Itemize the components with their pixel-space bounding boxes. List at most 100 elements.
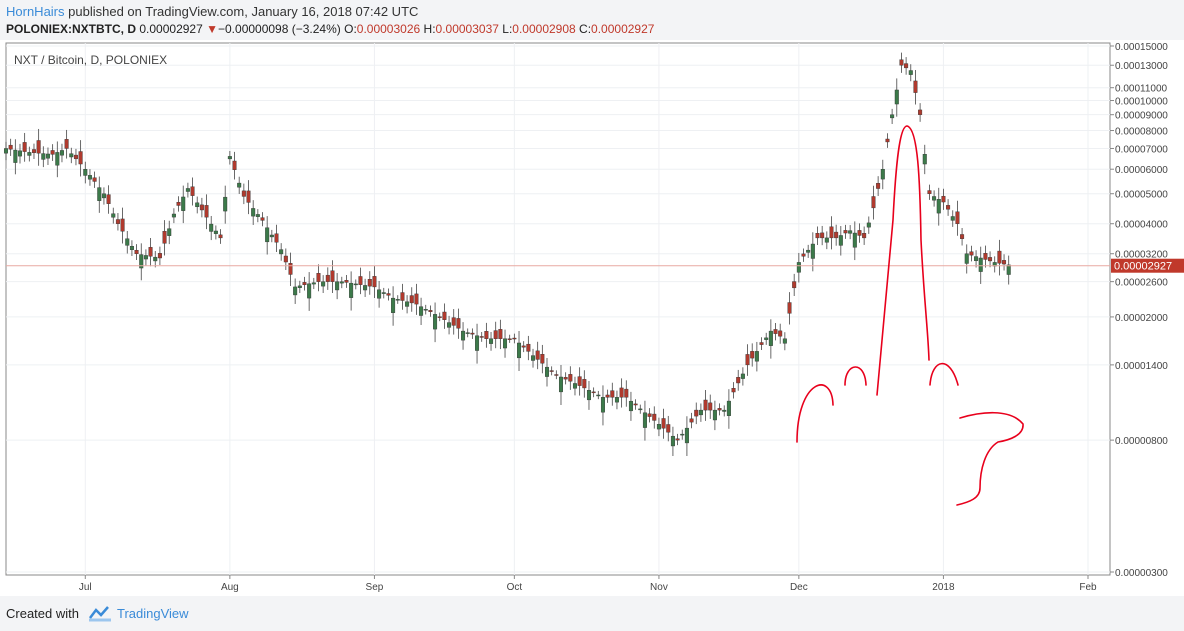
current-price-tag: 0.00002927 — [1111, 258, 1184, 273]
candle-body — [153, 256, 158, 262]
candle-body — [409, 295, 414, 304]
candle-body — [171, 213, 176, 218]
candle-body — [764, 337, 769, 340]
candle-body — [134, 250, 139, 254]
candle-body — [498, 329, 503, 339]
candle-body — [997, 250, 1002, 264]
candle-body — [946, 205, 951, 210]
candle-body — [162, 231, 167, 244]
candle-body — [759, 342, 764, 345]
candle-body — [181, 196, 186, 211]
open-label: O: — [344, 22, 357, 36]
candle-body — [358, 276, 363, 285]
candle-body — [978, 257, 983, 272]
candle-body — [717, 408, 722, 411]
candle-body — [862, 233, 867, 239]
candle-body — [255, 214, 260, 217]
current-price-label: 0.00002927 — [1114, 261, 1172, 273]
candle-body — [447, 322, 452, 328]
candle-body — [586, 390, 591, 401]
candles — [3, 52, 1011, 457]
candle-body — [64, 139, 69, 149]
y-tick-label: 0.00009000 — [1115, 111, 1168, 122]
candle-body — [101, 193, 106, 199]
candle-body — [750, 351, 755, 359]
candle-body — [834, 231, 839, 239]
candle-body — [400, 292, 405, 301]
candle-body — [563, 377, 568, 380]
candle-body — [55, 152, 60, 166]
candle-body — [493, 330, 498, 339]
candle-body — [251, 208, 256, 217]
candle-body — [918, 109, 923, 115]
candle-body — [339, 281, 344, 284]
candle-body — [950, 216, 955, 221]
candle-body — [17, 150, 22, 157]
low-value: 0.00002908 — [512, 22, 576, 36]
price-chart[interactable]: 0.00015000 0.00013000 0.00011000 0.00010000… — [0, 40, 1184, 596]
candle-body — [92, 177, 97, 182]
candle-body — [517, 342, 522, 359]
y-tick-label: 0.00002600 — [1115, 278, 1168, 289]
candle-body — [624, 388, 629, 398]
candle-body — [591, 391, 596, 394]
candle-body — [367, 279, 372, 287]
candle-body — [792, 281, 797, 289]
candle-body — [1006, 264, 1011, 275]
candle-body — [419, 306, 424, 316]
annotation-drawings — [796, 125, 1024, 506]
candle-body — [237, 182, 242, 188]
candle-body — [899, 59, 904, 66]
plot-frame — [5, 42, 1111, 576]
tradingview-link[interactable]: TradingView — [117, 606, 189, 621]
candle-body — [279, 249, 284, 255]
candle-body — [596, 394, 601, 397]
candle-body — [465, 332, 470, 334]
candle-body — [106, 194, 111, 204]
candle-body — [675, 438, 680, 441]
candle-body — [311, 282, 316, 285]
annotation-neckline-loop — [956, 411, 1024, 506]
candle-body — [507, 338, 512, 340]
candle-body — [521, 345, 526, 348]
candle-body — [876, 183, 881, 189]
candle-body — [610, 390, 615, 398]
candle-body — [577, 376, 582, 386]
candle-body — [377, 289, 382, 299]
y-tick-label: 0.00004000 — [1115, 220, 1168, 231]
y-tick-label: 0.00013000 — [1115, 61, 1168, 72]
candle-body — [209, 223, 214, 232]
candle-body — [894, 89, 899, 105]
candle-body — [768, 330, 773, 346]
candle-body — [974, 256, 979, 261]
published-text: published on TradingView.com, January 16… — [68, 4, 419, 19]
close-label: C: — [579, 22, 592, 36]
candle-body — [78, 151, 83, 165]
candle-body — [269, 234, 274, 238]
candle-body — [353, 283, 358, 286]
candle-body — [125, 238, 130, 246]
candle-body — [969, 251, 974, 256]
candle-body — [316, 273, 321, 282]
y-tick-label: 0.00002000 — [1115, 313, 1168, 324]
candle-body — [349, 282, 354, 298]
candle-body — [283, 255, 288, 263]
candle-body — [736, 377, 741, 384]
x-tick-label: Feb — [1079, 582, 1097, 593]
candle-body — [176, 201, 181, 206]
y-tick-label: 0.00008000 — [1115, 127, 1168, 138]
candle-body — [554, 374, 559, 376]
candle-body — [572, 383, 577, 389]
candle-body — [321, 281, 326, 287]
candle-body — [806, 249, 811, 253]
candle-body — [703, 399, 708, 411]
candle-body — [680, 433, 685, 436]
candle-body — [988, 257, 993, 262]
candle-body — [330, 270, 335, 282]
candle-body — [363, 285, 368, 291]
candle-body — [983, 253, 988, 260]
candle-body — [265, 227, 270, 243]
author-link[interactable]: HornHairs — [6, 4, 65, 19]
candle-body — [941, 195, 946, 203]
candle-body — [470, 332, 475, 335]
